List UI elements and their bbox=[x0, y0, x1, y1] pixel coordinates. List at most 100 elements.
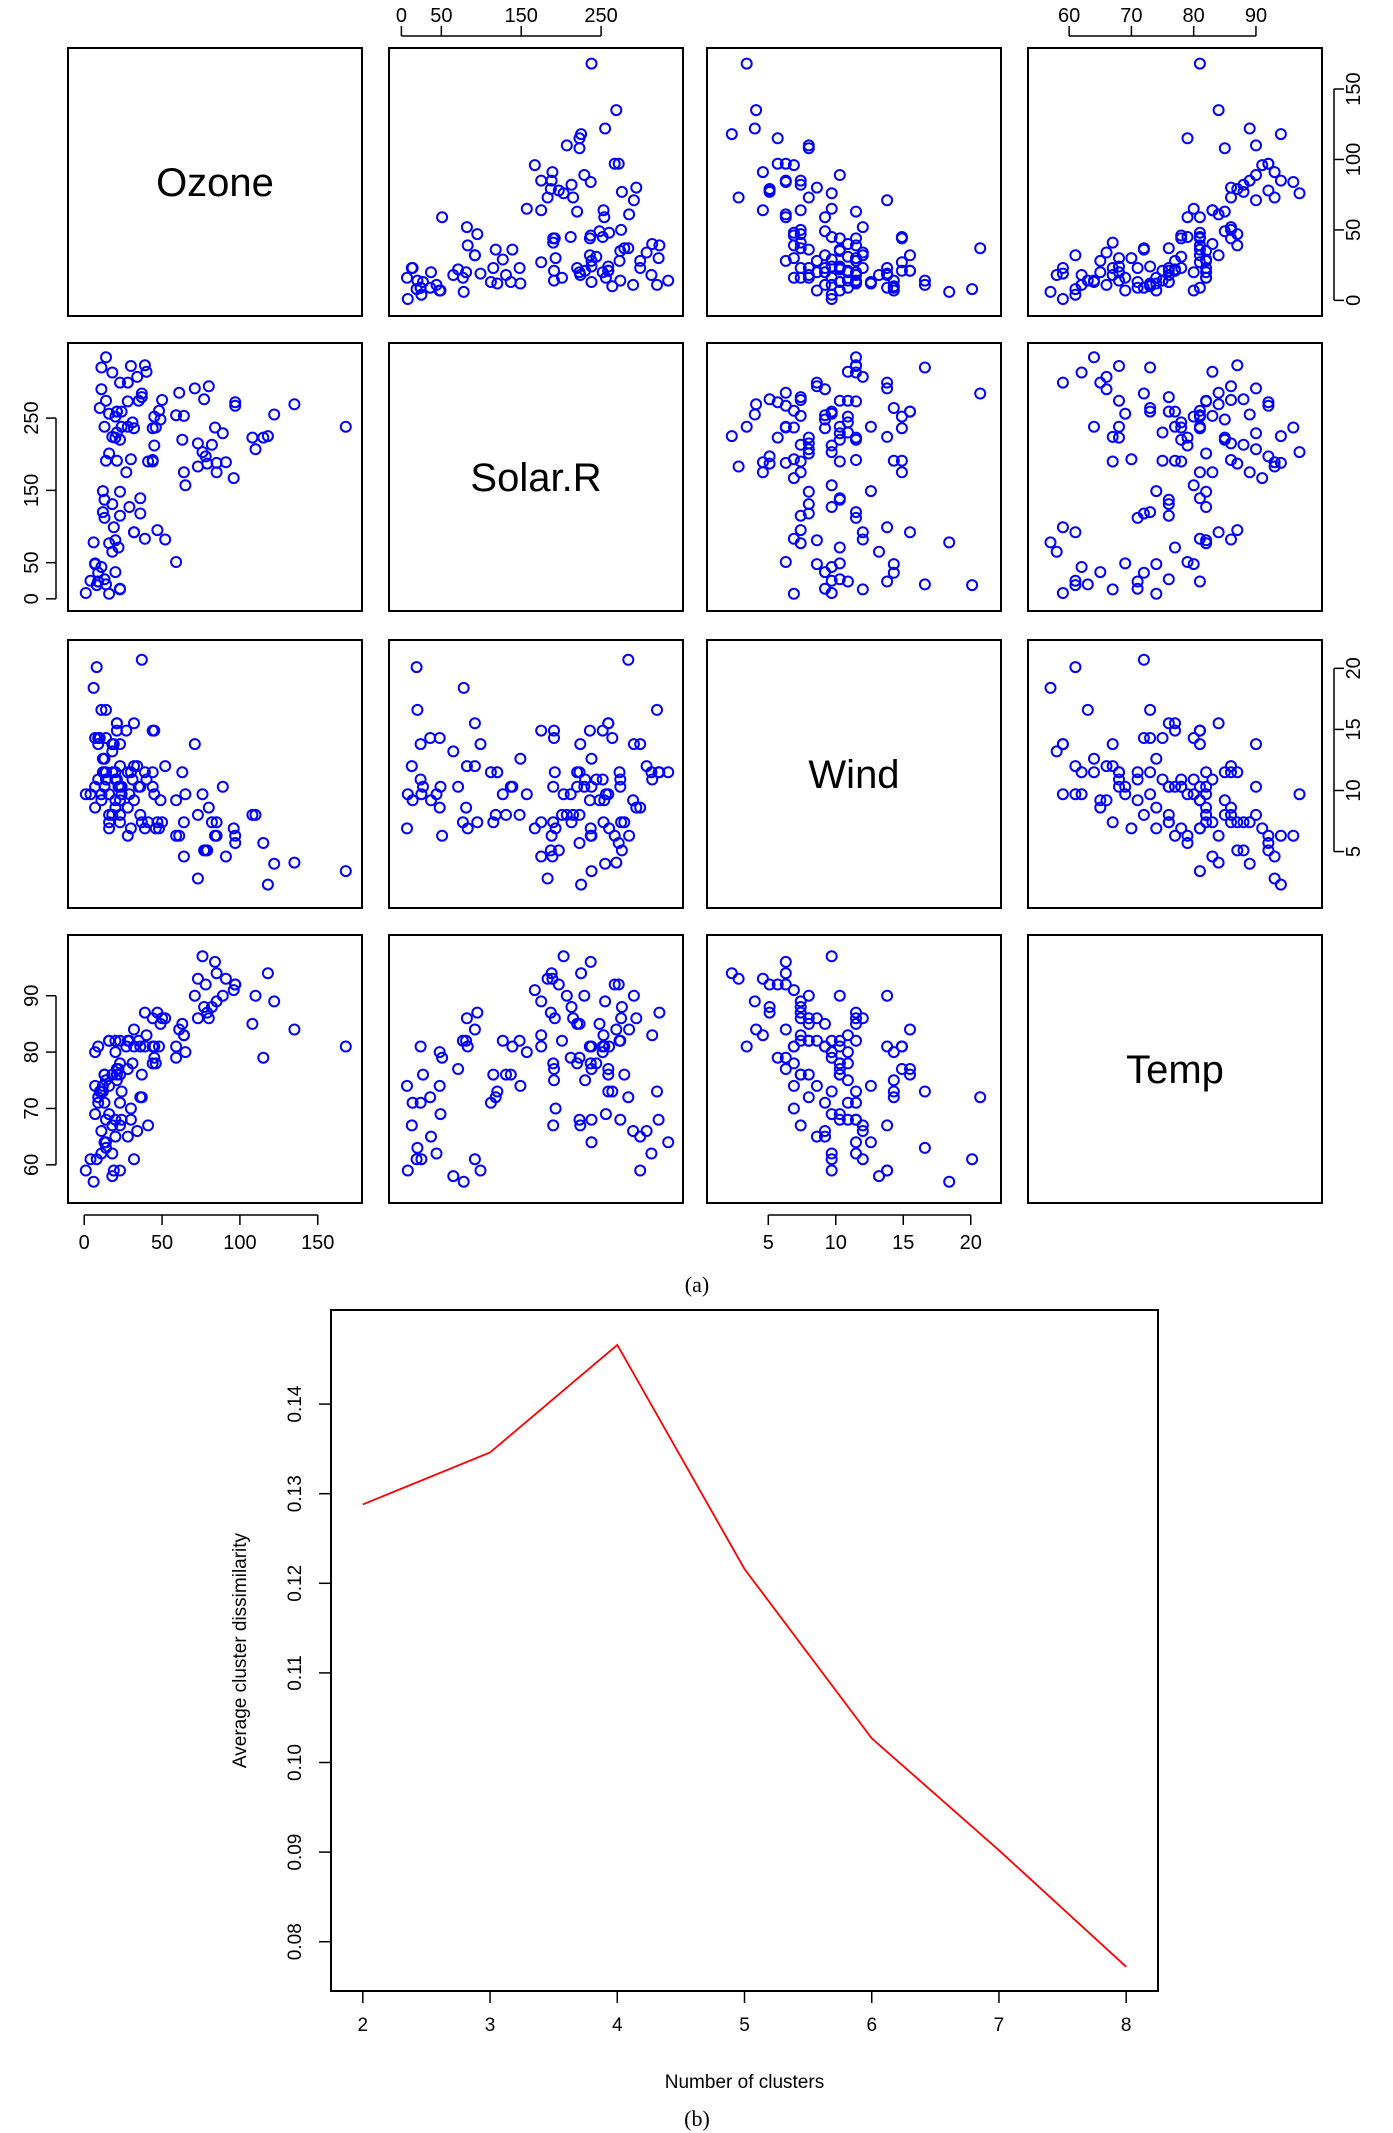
data-point bbox=[825, 950, 838, 963]
data-point bbox=[779, 254, 792, 267]
data-point bbox=[114, 738, 126, 751]
data-point bbox=[124, 360, 137, 372]
data-point bbox=[433, 801, 446, 814]
data-point bbox=[810, 558, 823, 571]
data-point bbox=[779, 1023, 792, 1036]
data-point bbox=[1200, 266, 1213, 279]
data-point bbox=[261, 967, 274, 980]
data-point bbox=[825, 446, 838, 459]
data-point bbox=[1131, 773, 1144, 786]
data-point bbox=[825, 187, 838, 200]
data-point bbox=[471, 1006, 484, 1019]
panel-solar-r-vs-ozone-frame bbox=[67, 342, 363, 612]
data-point bbox=[819, 422, 831, 435]
data-point bbox=[115, 1113, 128, 1126]
data-point bbox=[1144, 766, 1157, 779]
data-point bbox=[1069, 574, 1082, 587]
data-point bbox=[1056, 262, 1069, 274]
data-point bbox=[447, 745, 460, 758]
data-point bbox=[1262, 396, 1275, 409]
panel-ozone-vs-wind-frame bbox=[706, 47, 1002, 317]
data-point bbox=[98, 511, 111, 524]
data-point bbox=[1169, 717, 1181, 730]
data-point bbox=[1218, 794, 1231, 807]
data-point bbox=[1256, 159, 1269, 172]
data-point bbox=[841, 281, 854, 294]
data-point bbox=[1081, 578, 1094, 591]
data-point bbox=[794, 1029, 807, 1042]
data-point bbox=[128, 1023, 140, 1036]
data-point bbox=[103, 822, 116, 835]
data-point bbox=[740, 420, 753, 433]
data-point bbox=[802, 447, 815, 460]
data-point bbox=[535, 1040, 548, 1053]
data-point bbox=[819, 1125, 831, 1137]
data-point bbox=[135, 653, 148, 666]
data-point bbox=[268, 857, 281, 870]
data-point bbox=[109, 1130, 122, 1143]
data-point bbox=[1231, 457, 1244, 470]
data-point bbox=[487, 816, 500, 829]
data-point bbox=[406, 1096, 419, 1109]
data-point bbox=[850, 511, 862, 524]
data-point bbox=[608, 978, 621, 991]
data-point bbox=[1250, 139, 1262, 152]
data-point bbox=[763, 1006, 776, 1019]
data-point bbox=[433, 1079, 446, 1092]
y-axis-label: Average cluster dissimilarity bbox=[230, 1532, 251, 1768]
data-point bbox=[653, 766, 666, 779]
data-point bbox=[1193, 865, 1206, 878]
data-point bbox=[819, 1130, 831, 1143]
panel-ozone-vs-ozone-frame bbox=[67, 47, 363, 317]
data-point bbox=[740, 57, 753, 70]
data-point bbox=[1088, 276, 1100, 288]
data-point bbox=[825, 439, 838, 452]
data-point bbox=[1181, 211, 1194, 224]
data-point bbox=[520, 202, 533, 215]
data-point bbox=[627, 278, 640, 291]
data-point bbox=[1169, 420, 1181, 433]
data-point bbox=[487, 1068, 500, 1081]
data-point bbox=[535, 995, 548, 1008]
data-point bbox=[1187, 202, 1200, 215]
data-point bbox=[794, 455, 807, 468]
data-point bbox=[92, 738, 105, 751]
data-point bbox=[1081, 703, 1094, 716]
y-tick-label: 0.12 bbox=[285, 1565, 306, 1602]
data-point bbox=[1237, 185, 1250, 198]
data-point bbox=[1212, 104, 1225, 117]
data-point bbox=[114, 509, 126, 522]
data-point bbox=[1181, 837, 1194, 849]
data-point bbox=[825, 1164, 838, 1177]
data-point bbox=[1050, 545, 1063, 558]
data-point bbox=[918, 278, 931, 291]
data-point bbox=[135, 387, 148, 400]
data-point bbox=[599, 1108, 612, 1121]
data-point bbox=[841, 250, 854, 263]
data-point bbox=[802, 1012, 815, 1025]
data-point bbox=[1044, 536, 1057, 549]
data-point bbox=[602, 717, 615, 730]
data-point bbox=[1231, 524, 1244, 537]
data-point bbox=[895, 422, 908, 435]
data-point bbox=[565, 178, 578, 191]
data-point bbox=[825, 1147, 838, 1160]
data-point bbox=[787, 984, 800, 997]
data-point bbox=[1262, 829, 1275, 842]
data-point bbox=[833, 541, 846, 554]
data-point bbox=[1044, 285, 1057, 298]
data-point bbox=[603, 226, 616, 239]
data-point bbox=[904, 526, 916, 539]
data-point bbox=[556, 1034, 568, 1047]
data-point bbox=[405, 760, 418, 773]
data-point bbox=[1094, 266, 1107, 279]
y-tick-label: 0.11 bbox=[285, 1655, 306, 1691]
data-point bbox=[560, 139, 573, 152]
data-point bbox=[585, 260, 598, 273]
data-point bbox=[802, 243, 815, 256]
data-point bbox=[974, 387, 987, 400]
data-point bbox=[634, 738, 647, 751]
data-point bbox=[95, 794, 108, 807]
data-point bbox=[500, 1068, 512, 1081]
data-point bbox=[92, 773, 105, 786]
